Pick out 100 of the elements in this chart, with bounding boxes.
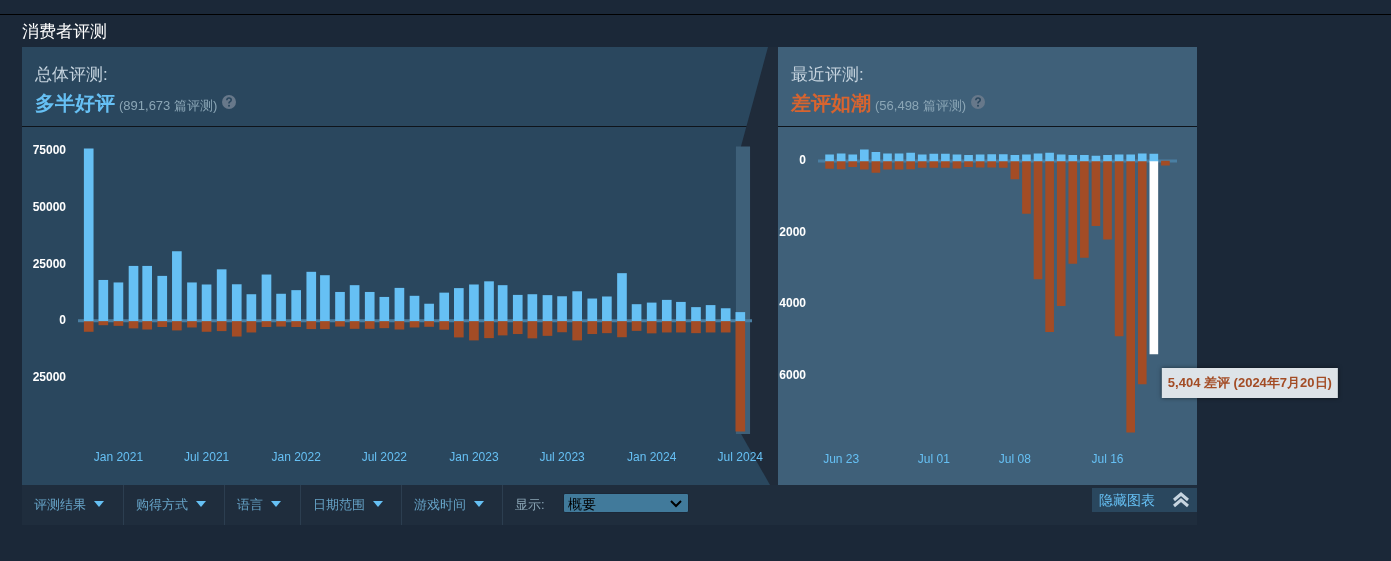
bar [439, 320, 450, 330]
bar [646, 302, 657, 322]
bar [964, 154, 973, 162]
text: 评测结果 [34, 496, 87, 514]
x-tick-label: Jan 2023 [449, 449, 499, 464]
x-tick-label: Jul 2023 [539, 449, 586, 464]
bar [964, 160, 973, 168]
y-tick-label: 2000 [779, 224, 807, 239]
bar [1045, 152, 1054, 162]
bar [735, 312, 746, 322]
bar [157, 275, 168, 322]
bar [306, 271, 317, 322]
bar [617, 273, 627, 322]
y-tick-label: 75000 [32, 143, 67, 158]
bar [379, 320, 390, 329]
bar [1022, 154, 1031, 162]
bar [871, 160, 881, 173]
bar [917, 160, 927, 168]
text: 购得方式 [136, 496, 189, 514]
bar [187, 282, 197, 322]
bar [157, 320, 168, 328]
y-tick-label: 4000 [779, 296, 807, 311]
bar [379, 296, 390, 322]
y-tick-label: 25000 [32, 256, 67, 271]
bar [661, 299, 672, 322]
bar [848, 154, 858, 162]
bar [276, 320, 286, 327]
bar [439, 292, 450, 322]
x-tick-label: Jul 16 [1091, 451, 1124, 466]
bar [906, 160, 915, 170]
bar [484, 320, 494, 339]
bar [1068, 160, 1078, 264]
bar [917, 154, 927, 162]
text: 日期范围 [313, 496, 366, 514]
bar [883, 153, 892, 162]
text: (891,673 篇评测) [119, 98, 218, 113]
bar [631, 304, 642, 322]
bar [497, 285, 508, 322]
bar [201, 320, 212, 332]
bar [646, 320, 657, 334]
bar [542, 320, 553, 336]
bar [883, 160, 892, 170]
text: (56,498 篇评测) [875, 98, 967, 113]
bar [691, 320, 701, 334]
bar [894, 160, 904, 170]
bar [231, 320, 242, 337]
bar [572, 291, 582, 322]
bar [720, 320, 731, 333]
bar [859, 149, 869, 162]
y-tick-label: 50000 [32, 199, 67, 214]
bar [424, 303, 434, 322]
bar [98, 279, 109, 322]
bar [306, 320, 317, 330]
bar [484, 281, 494, 322]
bar [83, 320, 94, 332]
x-tick-label: Jan 2022 [271, 449, 322, 464]
text: 游戏时间 [414, 496, 467, 514]
bar [998, 160, 1008, 168]
bar [1137, 160, 1147, 385]
bar [83, 148, 94, 322]
chart-title: 总体评测: [35, 64, 108, 86]
bar [542, 295, 553, 322]
bar [587, 320, 598, 335]
bar [1137, 153, 1147, 162]
bar [246, 294, 257, 322]
chart-subtitle: 多半好评 [35, 92, 115, 114]
bar [142, 320, 152, 330]
bar [469, 284, 479, 322]
bar [276, 293, 286, 322]
chart-subtitle: 差评如潮 [791, 92, 871, 114]
x-tick-label: Jul 2022 [361, 449, 408, 464]
bar [691, 307, 701, 322]
bar [941, 160, 950, 168]
bar [113, 282, 124, 322]
bar [201, 284, 212, 322]
bar [172, 320, 182, 331]
x-tick-label: Jul 08 [998, 451, 1032, 466]
bar [1103, 154, 1112, 162]
bar [1126, 154, 1136, 162]
bar [676, 301, 686, 322]
bar [320, 275, 330, 322]
bar [1010, 160, 1020, 180]
bar [1103, 160, 1112, 240]
bar [676, 320, 686, 333]
x-tick-label: Jan 2024 [626, 449, 677, 464]
chart-title: 最近评测: [791, 64, 864, 86]
bar [661, 320, 672, 333]
bar [469, 320, 479, 341]
x-tick-label: Jul 01 [917, 451, 951, 466]
bar [349, 285, 360, 322]
bar [1114, 160, 1124, 337]
bar [929, 160, 939, 168]
bar [128, 265, 139, 322]
y-tick-label: 0 [59, 313, 67, 328]
bar [1161, 160, 1170, 166]
bar [364, 291, 375, 322]
bar [291, 290, 301, 322]
bar [424, 320, 434, 327]
text: 语言 [237, 496, 264, 514]
text: 概要 [563, 493, 689, 513]
